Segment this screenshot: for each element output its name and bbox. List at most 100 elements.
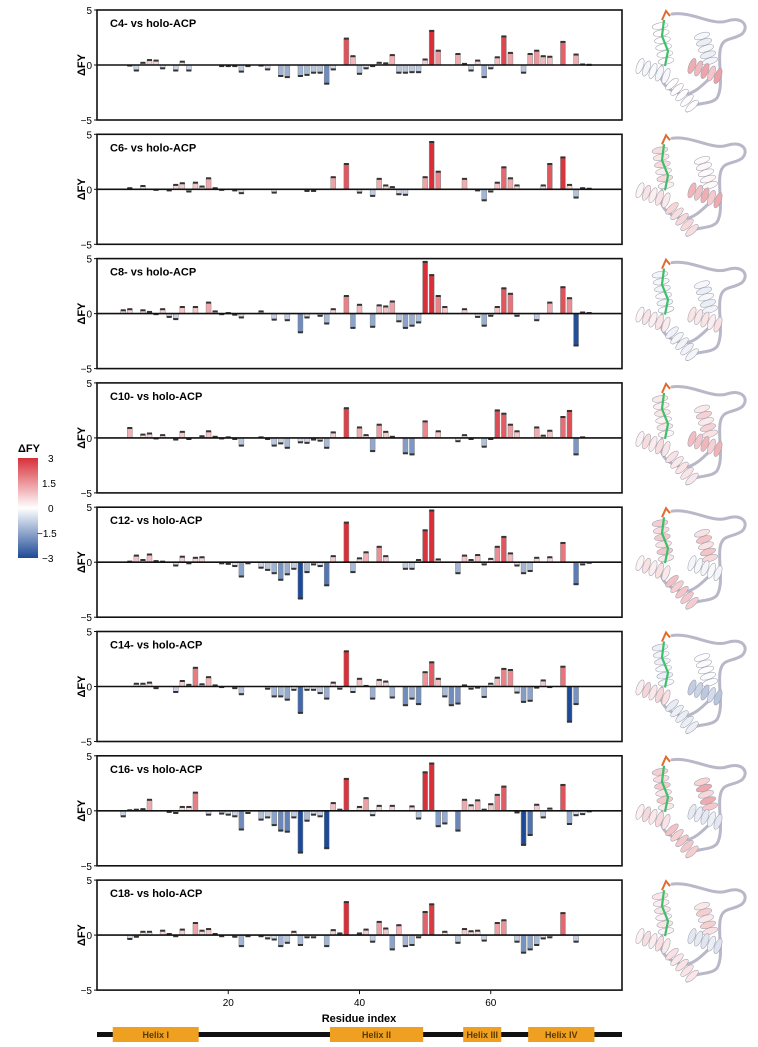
error-bar bbox=[330, 929, 336, 932]
bar bbox=[455, 934, 461, 944]
bar bbox=[271, 561, 277, 574]
error-bar bbox=[402, 945, 408, 948]
bar bbox=[297, 810, 304, 853]
error-bar bbox=[376, 304, 382, 307]
error-bar bbox=[160, 929, 166, 932]
bar bbox=[461, 178, 468, 190]
error-bar bbox=[350, 571, 356, 574]
error-bar bbox=[173, 69, 179, 72]
error-bar bbox=[462, 554, 467, 557]
error-bar bbox=[383, 305, 389, 308]
error-bar bbox=[475, 799, 481, 802]
helix-turn bbox=[670, 580, 684, 593]
phosphate-stick-icon bbox=[661, 257, 671, 270]
helix-turn bbox=[635, 306, 645, 323]
panel-title: C10- vs holo-ACP bbox=[110, 391, 202, 403]
error-bar bbox=[238, 316, 244, 319]
error-bar bbox=[357, 805, 362, 808]
bar bbox=[533, 427, 540, 439]
error-bar bbox=[304, 819, 310, 822]
error-bar bbox=[488, 67, 494, 70]
helix-turn bbox=[655, 540, 672, 548]
bar bbox=[573, 437, 579, 455]
y-tick-label: 5 bbox=[86, 876, 92, 887]
y-axis-label: ΔFY bbox=[76, 551, 88, 574]
bar bbox=[396, 313, 402, 322]
error-bar bbox=[238, 945, 244, 948]
error-bar bbox=[442, 306, 448, 308]
error-bar bbox=[206, 177, 212, 180]
error-bar bbox=[389, 696, 395, 699]
helix-turn bbox=[655, 65, 664, 82]
error-bar bbox=[350, 691, 356, 693]
error-bar bbox=[376, 177, 382, 180]
bar bbox=[428, 141, 435, 190]
bar bbox=[494, 677, 501, 687]
error-bar bbox=[192, 556, 198, 559]
panel: C6- vs holo-ACP 5 0 −5 ΔFY bbox=[76, 130, 747, 251]
error-bar bbox=[291, 688, 297, 691]
error-bar bbox=[212, 684, 218, 687]
helix-turn bbox=[675, 710, 689, 723]
error-bar bbox=[120, 309, 126, 312]
bar bbox=[428, 30, 435, 66]
bar bbox=[566, 686, 573, 722]
helix-label: Helix III bbox=[466, 1030, 498, 1040]
bar bbox=[330, 802, 336, 812]
helix-turn bbox=[685, 348, 699, 361]
error-bar bbox=[435, 558, 441, 561]
bar bbox=[481, 686, 487, 698]
panel: C14- vs holo-ACP 5 0 −5 ΔFY bbox=[76, 628, 747, 749]
bar bbox=[474, 800, 481, 812]
y-tick-label: 5 bbox=[86, 628, 92, 639]
error-bar bbox=[232, 438, 238, 440]
bar bbox=[350, 55, 356, 66]
error-bar bbox=[265, 438, 271, 440]
bar bbox=[415, 64, 422, 73]
error-bar bbox=[343, 407, 349, 410]
error-bar bbox=[501, 667, 507, 670]
error-bar bbox=[284, 573, 290, 576]
error-bar bbox=[317, 565, 323, 568]
bar bbox=[343, 901, 350, 936]
error-bar bbox=[284, 698, 290, 701]
bar bbox=[304, 561, 310, 573]
bar bbox=[146, 799, 153, 812]
error-bar bbox=[573, 196, 579, 199]
error-bar bbox=[475, 554, 481, 557]
error-bar bbox=[357, 932, 362, 935]
helix-turn bbox=[655, 687, 664, 703]
bar bbox=[501, 536, 507, 563]
error-bar bbox=[324, 847, 330, 850]
helix-turn bbox=[655, 664, 672, 673]
error-bar bbox=[179, 306, 185, 308]
phosphate-stick-icon bbox=[661, 381, 671, 394]
y-axis-label: ΔFY bbox=[76, 426, 88, 449]
helix-turn bbox=[694, 60, 703, 77]
error-bar bbox=[225, 562, 231, 565]
error-bar bbox=[127, 937, 133, 940]
helix-turn bbox=[651, 395, 669, 403]
bar bbox=[146, 554, 153, 563]
bar bbox=[297, 313, 304, 333]
bar bbox=[415, 810, 422, 819]
helix-turn bbox=[685, 224, 699, 237]
panel-title: C14- vs holo-ACP bbox=[110, 640, 202, 652]
ligand-stick-icon bbox=[660, 517, 670, 564]
bar bbox=[383, 306, 389, 314]
error-bar bbox=[494, 56, 500, 59]
error-bar bbox=[363, 67, 369, 70]
colorbar-tick: −1.5 bbox=[37, 529, 57, 540]
error-bar bbox=[370, 697, 376, 700]
x-tick-label: 20 bbox=[223, 998, 235, 1009]
error-bar bbox=[560, 286, 566, 289]
error-bar bbox=[324, 82, 330, 85]
x-axis: Residue index bbox=[322, 1013, 397, 1025]
error-bar bbox=[527, 570, 533, 572]
ligand-stick-icon bbox=[660, 641, 670, 688]
bar bbox=[271, 810, 277, 826]
error-bar bbox=[330, 176, 336, 179]
y-tick-label: 0 bbox=[86, 931, 92, 942]
error-bar bbox=[429, 903, 435, 906]
bar bbox=[350, 561, 356, 573]
